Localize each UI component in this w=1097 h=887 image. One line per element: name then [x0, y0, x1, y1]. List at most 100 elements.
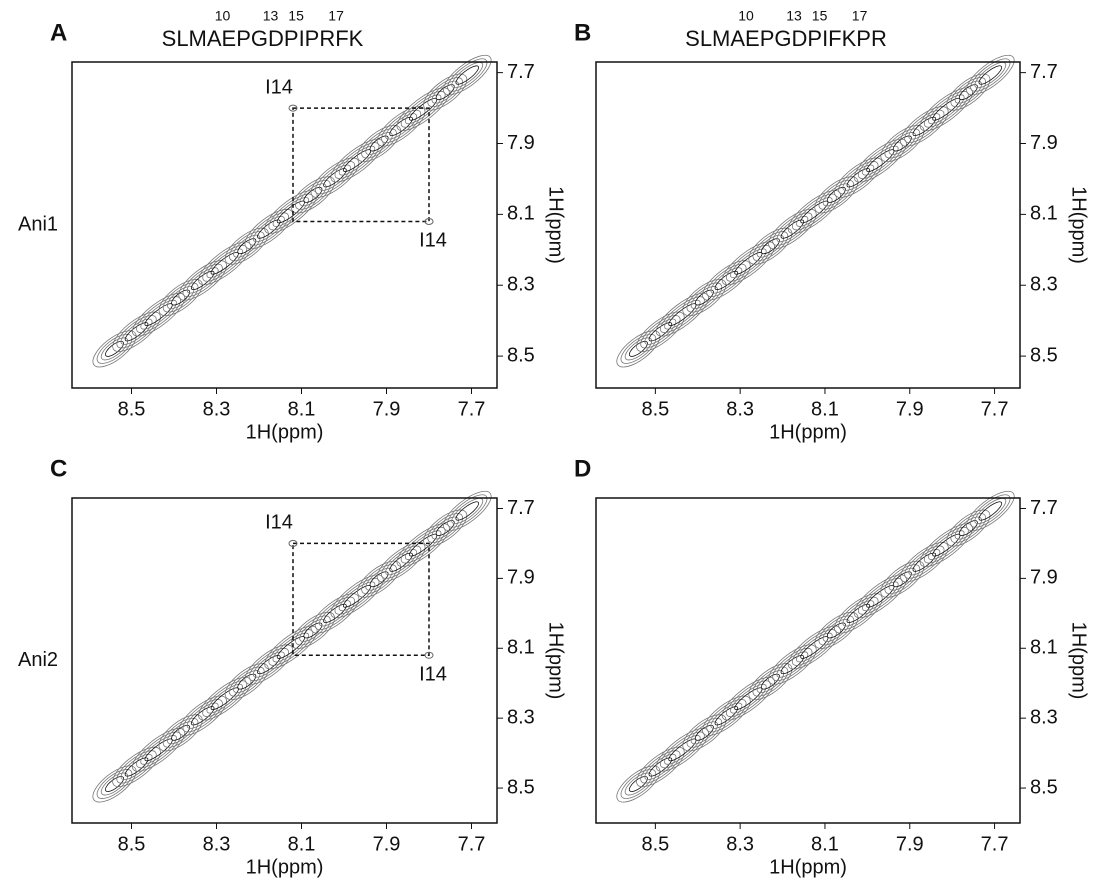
- contour: [323, 603, 347, 623]
- panel-letter: B: [574, 19, 591, 46]
- contour: [760, 673, 780, 690]
- contour: [276, 636, 305, 659]
- contour: [92, 330, 137, 368]
- contour: [748, 227, 793, 265]
- y-tick-label: 8.5: [1030, 776, 1058, 798]
- y-tick-label: 8.3: [1030, 274, 1058, 296]
- contour: [100, 337, 129, 361]
- contour: [780, 219, 805, 239]
- contour: [954, 80, 982, 104]
- sequence: SLMAEPGDPIFKPR: [685, 26, 887, 51]
- contour: [144, 303, 173, 326]
- residue-number: 10: [738, 8, 754, 24]
- contour: [447, 58, 488, 92]
- contour: [319, 600, 351, 627]
- contour: [112, 311, 161, 352]
- contour: [888, 132, 916, 155]
- contour: [768, 644, 817, 685]
- contour: [822, 183, 850, 207]
- contour: [443, 54, 492, 96]
- contour: [303, 622, 323, 639]
- contour: [702, 260, 751, 301]
- contour: [186, 702, 219, 729]
- contour: [389, 116, 413, 136]
- contour: [714, 706, 739, 726]
- contour: [620, 333, 657, 364]
- contour: [636, 746, 685, 788]
- contour: [96, 769, 133, 799]
- y-tick-label: 7.9: [1030, 132, 1058, 154]
- x-axis-label: 1H(ppm): [246, 856, 324, 878]
- contour: [162, 717, 199, 748]
- contour: [780, 654, 805, 675]
- contour: [447, 494, 488, 528]
- contour: [904, 109, 945, 144]
- contour: [682, 714, 727, 752]
- contour: [233, 234, 261, 258]
- contour: [435, 520, 455, 536]
- row-label: Ani1: [18, 213, 58, 235]
- panel: 8.5 8.3 8.1 7.9 7.7 7.7 7.9 8.1 8.3 8.5 1H(ppm) 1H(…: [18, 455, 567, 878]
- contour: [862, 581, 899, 612]
- contour: [136, 296, 181, 333]
- contour: [706, 699, 747, 733]
- contour: [776, 215, 809, 243]
- x-tick-label: 8.5: [118, 833, 146, 855]
- contour: [158, 714, 203, 752]
- y-axis-label: 1H(ppm): [1068, 186, 1090, 264]
- x-axis-label: 1H(ppm): [769, 421, 847, 443]
- contour: [140, 299, 177, 330]
- contour: [768, 208, 817, 250]
- contour: [314, 161, 356, 195]
- contour: [381, 545, 422, 579]
- contour: [694, 289, 714, 306]
- residue-number: 10: [215, 8, 231, 24]
- contour: [409, 533, 438, 557]
- panel: 8.5 8.3 8.1 7.9 7.7 7.7 7.9 8.1 8.3 8.5 1H(ppm) 1H(…: [574, 8, 1090, 444]
- contour: [946, 509, 991, 547]
- contour: [299, 183, 327, 207]
- contours: [92, 490, 492, 803]
- contour: [772, 647, 813, 682]
- contour: [224, 663, 269, 701]
- contour: [190, 706, 215, 726]
- contour: [451, 497, 484, 525]
- x-tick-label: 8.3: [726, 398, 754, 420]
- x-tick-label: 8.3: [726, 833, 754, 855]
- contour: [710, 702, 743, 729]
- contour: [834, 157, 883, 198]
- contour: [338, 145, 376, 176]
- contours: [616, 490, 1015, 803]
- contour: [628, 776, 648, 792]
- plot-frame: [595, 61, 1021, 389]
- contour: [857, 578, 903, 615]
- contour: [237, 673, 257, 690]
- x-tick-label: 8.5: [118, 398, 146, 420]
- annotation: I14: [265, 512, 293, 534]
- contour: [431, 80, 459, 104]
- contour: [908, 113, 941, 140]
- x-tick-label: 7.9: [373, 398, 401, 420]
- contour: [178, 260, 227, 301]
- contour: [442, 490, 492, 532]
- contour: [923, 526, 969, 564]
- contour: [690, 721, 719, 745]
- contour: [818, 179, 855, 210]
- contour: [620, 769, 657, 799]
- contour: [257, 654, 281, 675]
- contour: [124, 322, 149, 342]
- contour: [299, 619, 327, 642]
- contour: [644, 318, 677, 345]
- y-tick-label: 7.9: [1030, 567, 1058, 589]
- x-tick-label: 7.7: [981, 833, 1009, 855]
- contour: [396, 87, 450, 132]
- contour: [772, 212, 813, 246]
- contour: [376, 106, 426, 147]
- x-tick-label: 8.1: [811, 833, 839, 855]
- contour: [400, 526, 446, 564]
- contour: [970, 494, 1011, 528]
- contour: [923, 90, 969, 128]
- contour: [838, 596, 879, 630]
- crosspeak-box: [292, 542, 430, 657]
- contour: [112, 746, 161, 788]
